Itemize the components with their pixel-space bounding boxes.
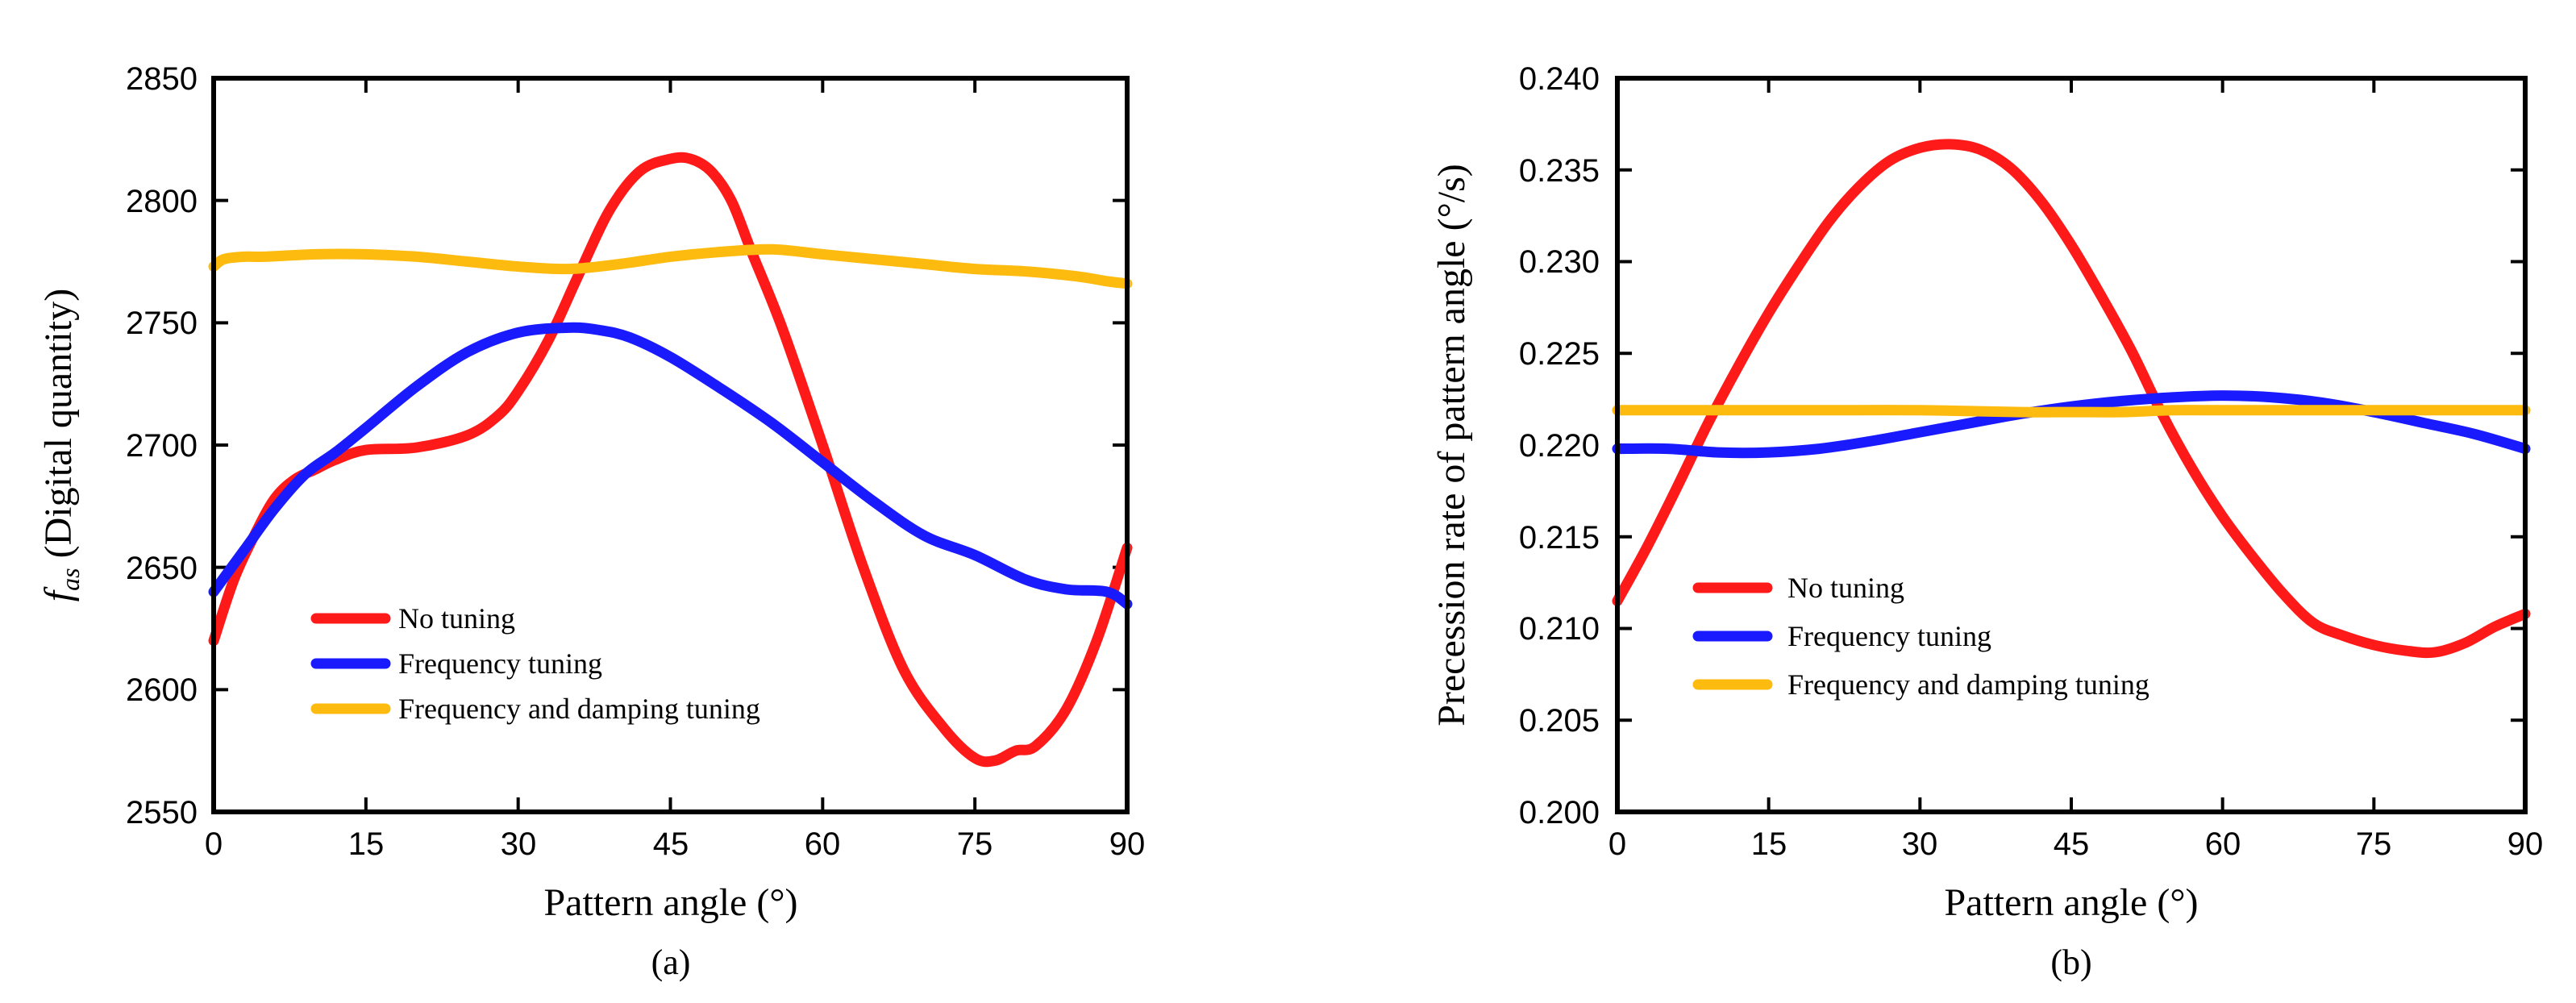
- panel-b-legend-label-frequency-tuning: Frequency tuning: [1787, 620, 1991, 652]
- panel-a-xtick-label: 60: [805, 826, 841, 862]
- panel-b: 0 15 30 45 60 75 90 0.200 0.205 0.210 0.…: [1430, 61, 2543, 982]
- panel-a-y-axis-title-text: (Digital quantity): [37, 289, 80, 568]
- panel-a-series: [208, 152, 1133, 768]
- panel-b-ytick-label: 0.215: [1519, 520, 1600, 556]
- panel-a-series-frequency-tuning: [208, 322, 1133, 610]
- panel-a: 0 15 30 45 60 75 90 2550 2600 2650 2700 …: [37, 61, 1145, 982]
- panel-b-ytick-label: 0.210: [1519, 611, 1600, 647]
- panel-a-x-axis-title: Pattern angle (°): [543, 881, 797, 924]
- panel-a-ytick-label: 2600: [126, 672, 198, 708]
- panel-a-plot-frame: [211, 76, 1130, 814]
- panel-b-legend-label-no-tuning: No tuning: [1787, 572, 1904, 604]
- panel-a-ytick-label: 2550: [126, 795, 198, 830]
- panel-a-legend-label-no-tuning: No tuning: [398, 602, 515, 635]
- panel-b-caption: (b): [2050, 943, 2091, 982]
- panel-a-xtick-label: 75: [957, 826, 993, 862]
- panel-b-xtick-label: 60: [2205, 826, 2241, 862]
- panel-b-xtick-label: 30: [1902, 826, 1938, 862]
- panel-a-legend: No tuning Frequency tuning Frequency and…: [310, 602, 760, 725]
- panel-b-xtick-label: 0: [1608, 826, 1626, 862]
- panel-a-ytick-label: 2700: [126, 428, 198, 464]
- panel-b-xtick-label: 90: [2507, 826, 2544, 862]
- panel-a-ytick-label: 2800: [126, 184, 198, 219]
- panel-a-ytick-label: 2650: [126, 551, 198, 586]
- panel-a-legend-label-frequency-damping: Frequency and damping tuning: [398, 693, 760, 725]
- panel-b-ytick-label: 0.205: [1519, 703, 1600, 739]
- panel-b-series-frequency-tuning: [1612, 390, 2531, 459]
- panel-b-ytick-label: 0.220: [1519, 428, 1600, 464]
- panel-b-ytick-label: 0.230: [1519, 244, 1600, 280]
- panel-a-series-frequency-damping: [208, 243, 1133, 289]
- panel-b-plot-frame: [1615, 76, 2528, 814]
- panel-a-xtick-label: 15: [348, 826, 385, 862]
- panel-b-ytick-label: 0.235: [1519, 153, 1600, 189]
- panel-a-series-no-tuning: [208, 152, 1133, 768]
- panel-b-xtick-label: 15: [1751, 826, 1787, 862]
- panel-b-series: [1612, 139, 2531, 659]
- panel-a-xtick-label: 30: [501, 826, 537, 862]
- panel-a-xtick-label: 45: [653, 826, 689, 862]
- panel-b-ticks: [1616, 77, 2527, 814]
- panel-a-y-axis-title: fas (Digital quantity): [37, 289, 85, 601]
- panel-b-x-axis-title: Pattern angle (°): [1944, 881, 2198, 924]
- panel-b-legend: No tuning Frequency tuning Frequency and…: [1692, 572, 2149, 701]
- panel-a-xtick-label: 90: [1109, 826, 1146, 862]
- panel-b-ytick-label: 0.240: [1519, 61, 1600, 97]
- panel-b-xtick-label: 45: [2054, 826, 2090, 862]
- panel-a-caption: (a): [651, 943, 691, 982]
- panel-b-ytick-label: 0.225: [1519, 336, 1600, 372]
- panel-b-xtick-label: 75: [2356, 826, 2392, 862]
- panel-a-ytick-label: 2750: [126, 306, 198, 341]
- panel-b-y-axis-title: Precession rate of pattern angle (°/s): [1430, 164, 1473, 726]
- panel-a-y-axis-title-subscript: as: [56, 568, 85, 590]
- panel-a-xtick-label: 0: [205, 826, 223, 862]
- panel-b-legend-label-frequency-damping: Frequency and damping tuning: [1787, 668, 2149, 701]
- panel-a-legend-label-frequency-tuning: Frequency tuning: [398, 647, 602, 680]
- panel-b-ytick-label: 0.200: [1519, 795, 1600, 830]
- panel-b-series-frequency-damping: [1612, 405, 2531, 418]
- panel-b-series-no-tuning: [1612, 139, 2531, 659]
- panel-a-ytick-label: 2850: [126, 61, 198, 97]
